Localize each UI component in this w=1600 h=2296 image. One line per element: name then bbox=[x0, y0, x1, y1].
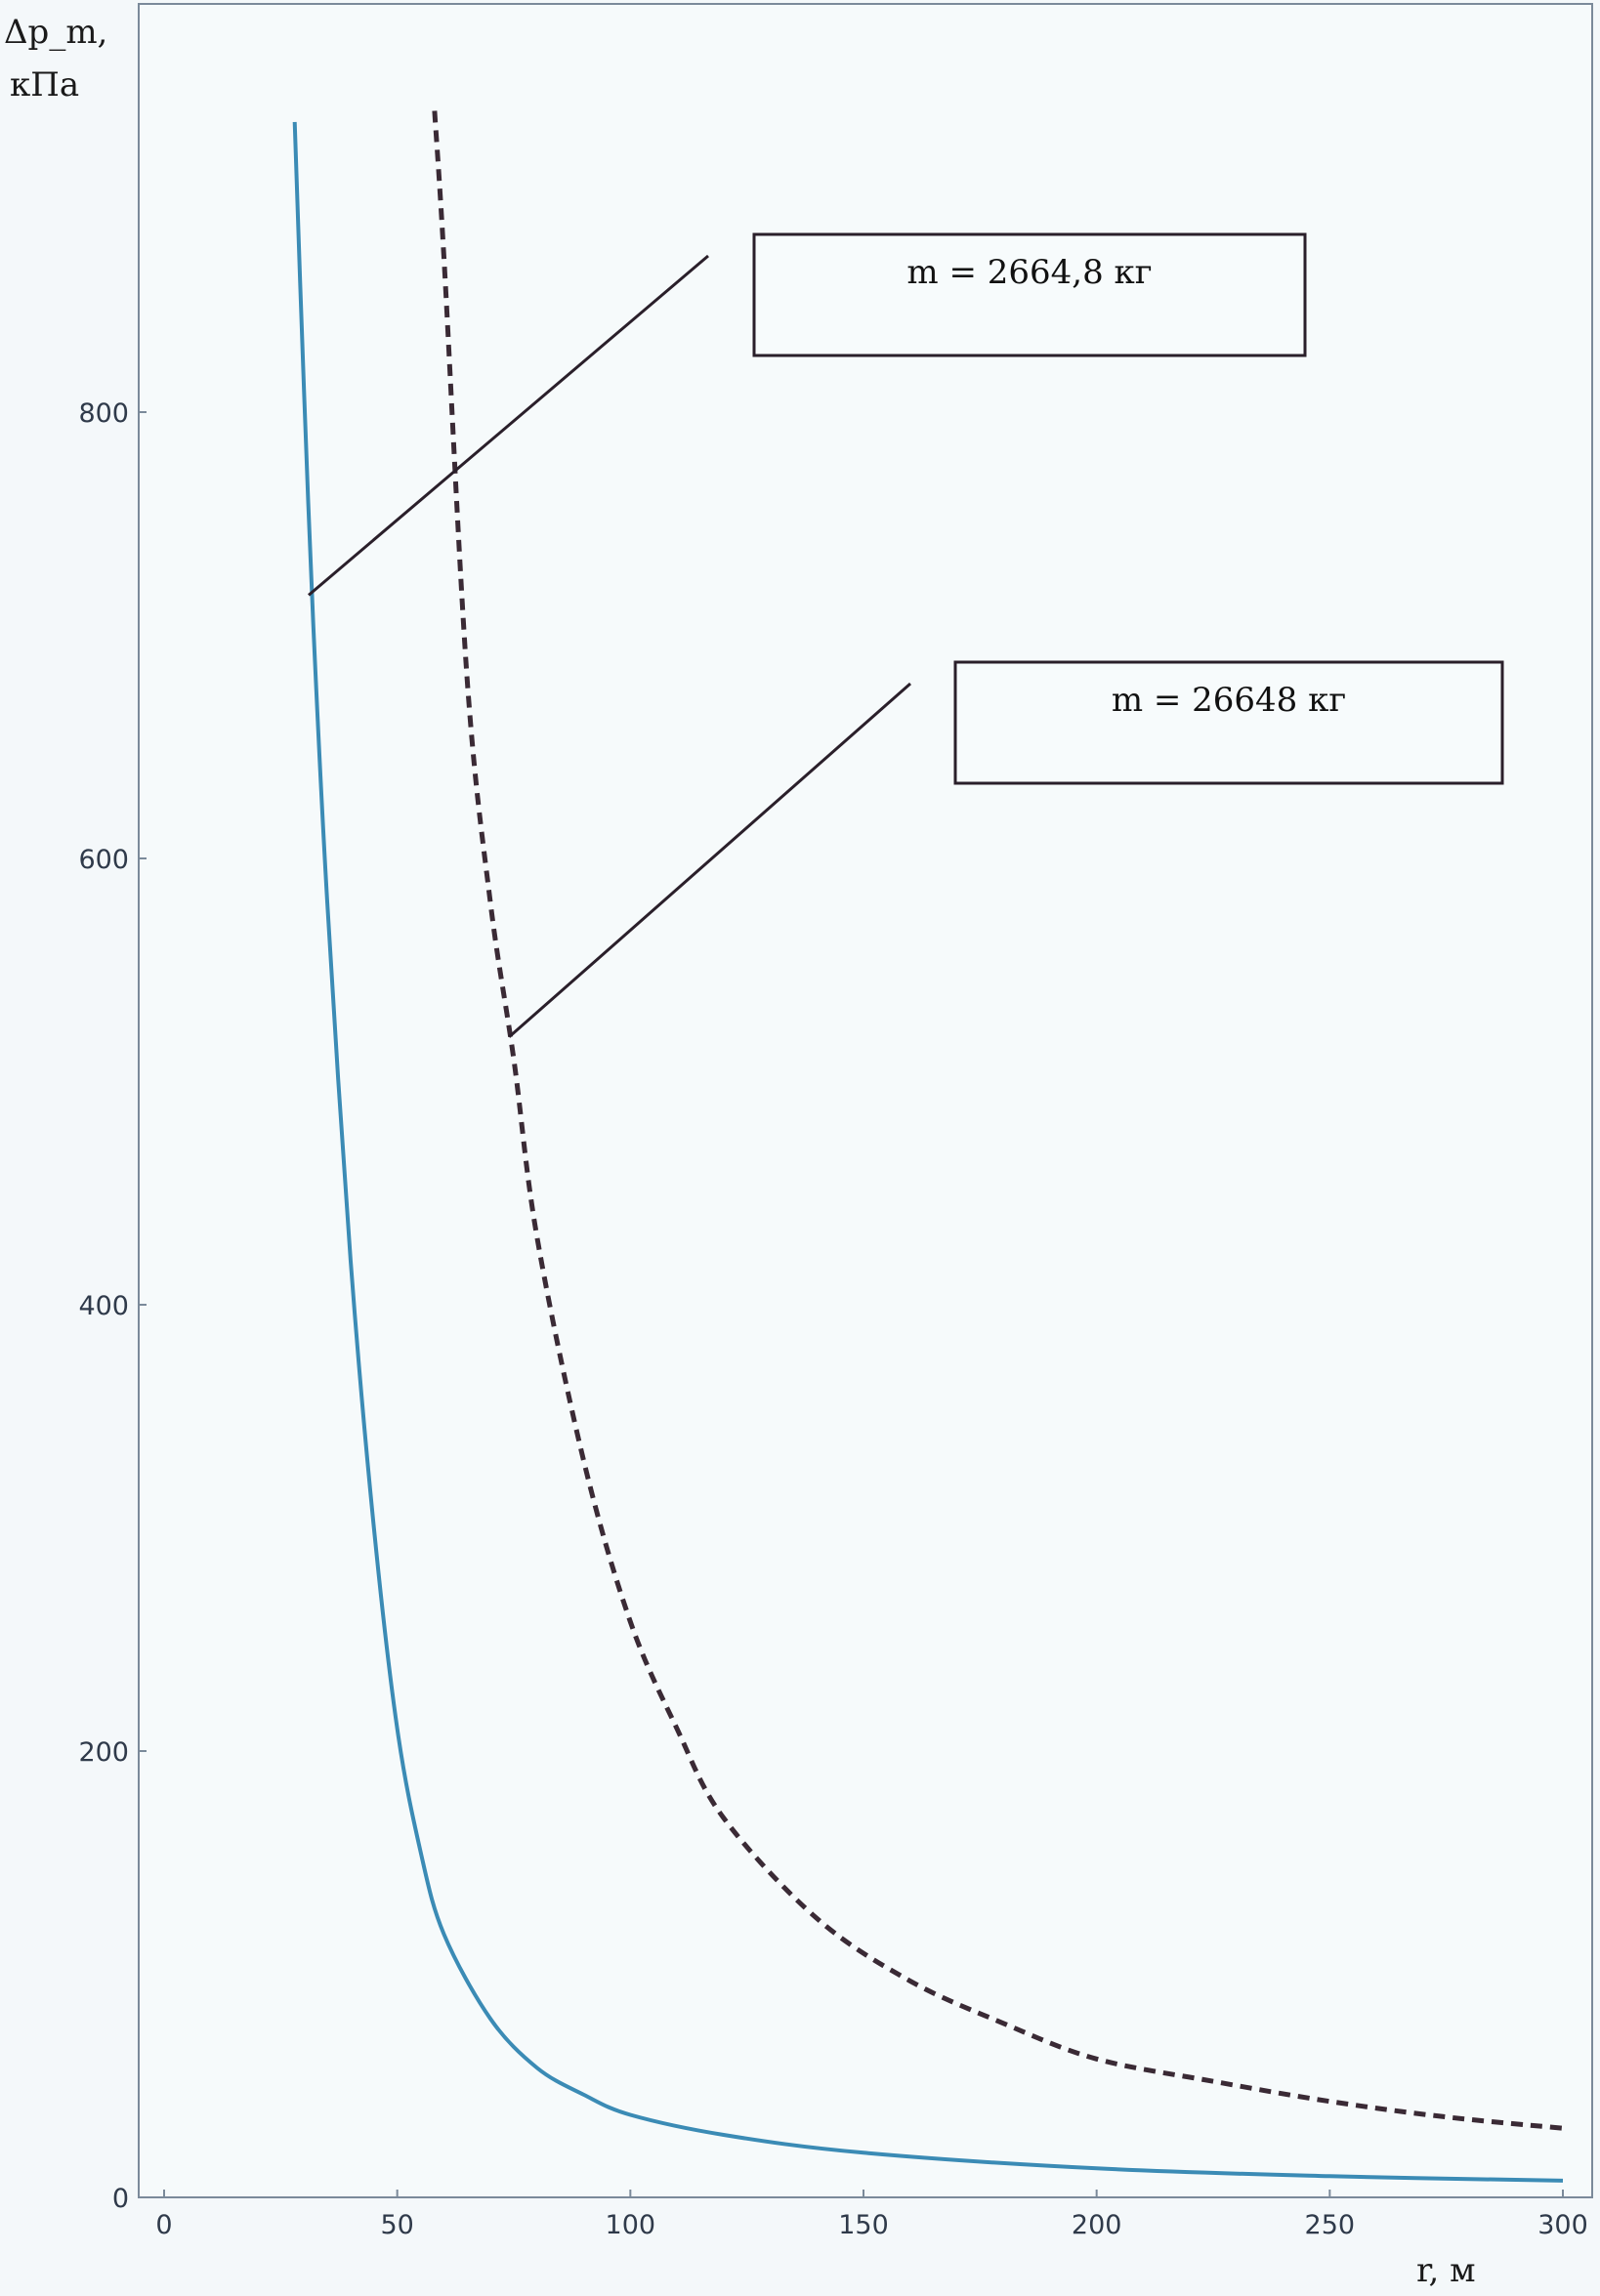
annotation-label-1: m = 2664,8 кг bbox=[906, 253, 1152, 292]
y-axis-unit: кПа bbox=[10, 65, 79, 104]
x-tick-label: 0 bbox=[155, 2210, 172, 2240]
x-tick-label: 300 bbox=[1537, 2210, 1588, 2240]
annotations: m = 2664,8 кг m = 26648 кг bbox=[308, 232, 1504, 1038]
annotation-box-2 bbox=[953, 660, 1504, 785]
x-tick-label: 100 bbox=[606, 2210, 656, 2240]
annotation-leader-1 bbox=[308, 254, 709, 597]
y-tick-label: 200 bbox=[78, 1737, 129, 1768]
y-tick-label: 800 bbox=[78, 398, 129, 429]
series-line-1 bbox=[292, 121, 1564, 2183]
annotation-box-1 bbox=[752, 232, 1307, 357]
annotation-leader-2 bbox=[508, 682, 911, 1038]
axis-titles: Δp_m, кПа r, м bbox=[4, 13, 1476, 2290]
y-axis-title: Δp_m, bbox=[4, 13, 107, 52]
plot-frame bbox=[138, 3, 1593, 2198]
series-group bbox=[292, 110, 1564, 2183]
series-line-2 bbox=[432, 110, 1564, 2131]
x-tick-label: 200 bbox=[1072, 2210, 1122, 2240]
x-tick-label: 250 bbox=[1305, 2210, 1356, 2240]
x-tick-label: 50 bbox=[380, 2210, 413, 2240]
plot-area bbox=[138, 3, 1593, 2198]
y-tick-label: 0 bbox=[112, 2184, 129, 2214]
y-tick-label: 400 bbox=[78, 1291, 129, 1321]
y-tick-label: 600 bbox=[78, 845, 129, 875]
x-tick-label: 150 bbox=[838, 2210, 889, 2240]
annotation-label-2: m = 26648 кг bbox=[1112, 681, 1346, 720]
x-axis-title: r, м bbox=[1416, 2251, 1476, 2290]
tick-labels: 0 50 100 150 200 250 300 0 200 400 600 800 bbox=[78, 398, 1587, 2240]
